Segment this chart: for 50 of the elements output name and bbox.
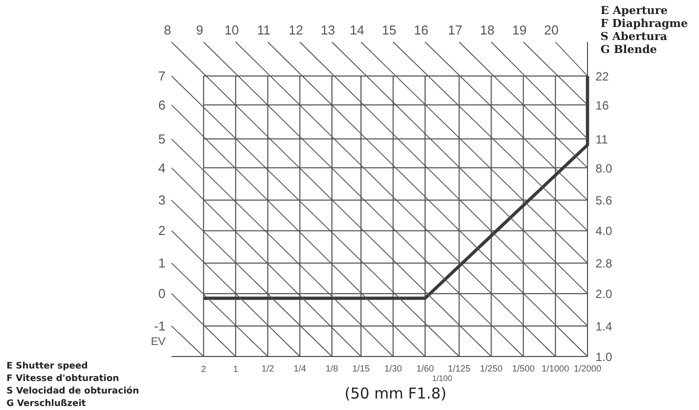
y-tick-label: 8.0 (596, 161, 613, 176)
series-label: 0 (158, 286, 166, 302)
series-label: 15 (382, 22, 396, 38)
y-tick-label: 11 (596, 132, 608, 146)
series-label: 14 (350, 22, 364, 38)
series-label: 4 (158, 160, 166, 176)
x-tick-label: 1/500 (512, 364, 535, 374)
series-label: 18 (480, 22, 494, 38)
y-tick-label: 16 (596, 98, 610, 112)
x-tick-label: 2 (201, 364, 206, 374)
text: EV (150, 336, 166, 348)
y-tick-label: 5.6 (596, 194, 613, 208)
series-label: 3 (158, 192, 166, 208)
series-label: -1 (154, 318, 166, 334)
series-label: 10 (224, 22, 239, 38)
series-label: 1 (158, 256, 166, 271)
x-tick-label: 1/30 (384, 364, 402, 374)
x-tick-label: 1/2000 (574, 364, 602, 374)
series-label: 20 (544, 22, 559, 38)
y-tick-label: 1.0 (596, 350, 613, 364)
series-label: 8 (164, 22, 172, 38)
x-tick-label: 1/250 (480, 364, 503, 374)
series-label: 16 (414, 22, 428, 38)
series-label: 17 (448, 22, 462, 38)
y-tick-label: 4.0 (596, 224, 613, 238)
text: (50 mm F1.8) (344, 384, 447, 402)
x-tick-label: 1/125 (448, 364, 470, 374)
series-label: 2 (158, 223, 166, 238)
text: 1/100 (432, 374, 453, 383)
x-tick-label: 1/8 (326, 364, 338, 374)
x-tick-label: 1/4 (294, 364, 306, 374)
text: E Shutter speed F Vitesse d'obturation S Velocidad de obturación G Verschlußzeit (6, 362, 140, 409)
y-tick-label: 22 (596, 70, 610, 84)
x-tick-label: 1/60 (416, 364, 434, 374)
y-axis-title: E Aperture F Diaphragme S Abertura G Blende (600, 4, 688, 56)
y-tick-label: 2.8 (596, 256, 613, 271)
series-label: 19 (512, 22, 527, 38)
series-label: 11 (257, 22, 271, 38)
series-label: 7 (158, 68, 166, 84)
x-tick-label: 1 (233, 364, 238, 374)
series-label: 9 (196, 22, 204, 38)
x-tick-label: 1/15 (352, 364, 370, 374)
series-label: 13 (320, 22, 336, 38)
x-tick-label: 1/2 (262, 364, 274, 374)
x-tick-label: 1/1000 (542, 364, 570, 374)
series-label: 5 (158, 131, 166, 146)
series-label: 12 (288, 22, 304, 38)
y-tick-label: 2.0 (596, 287, 613, 302)
series-label: 6 (158, 97, 166, 112)
y-tick-label: 1.4 (596, 319, 613, 334)
